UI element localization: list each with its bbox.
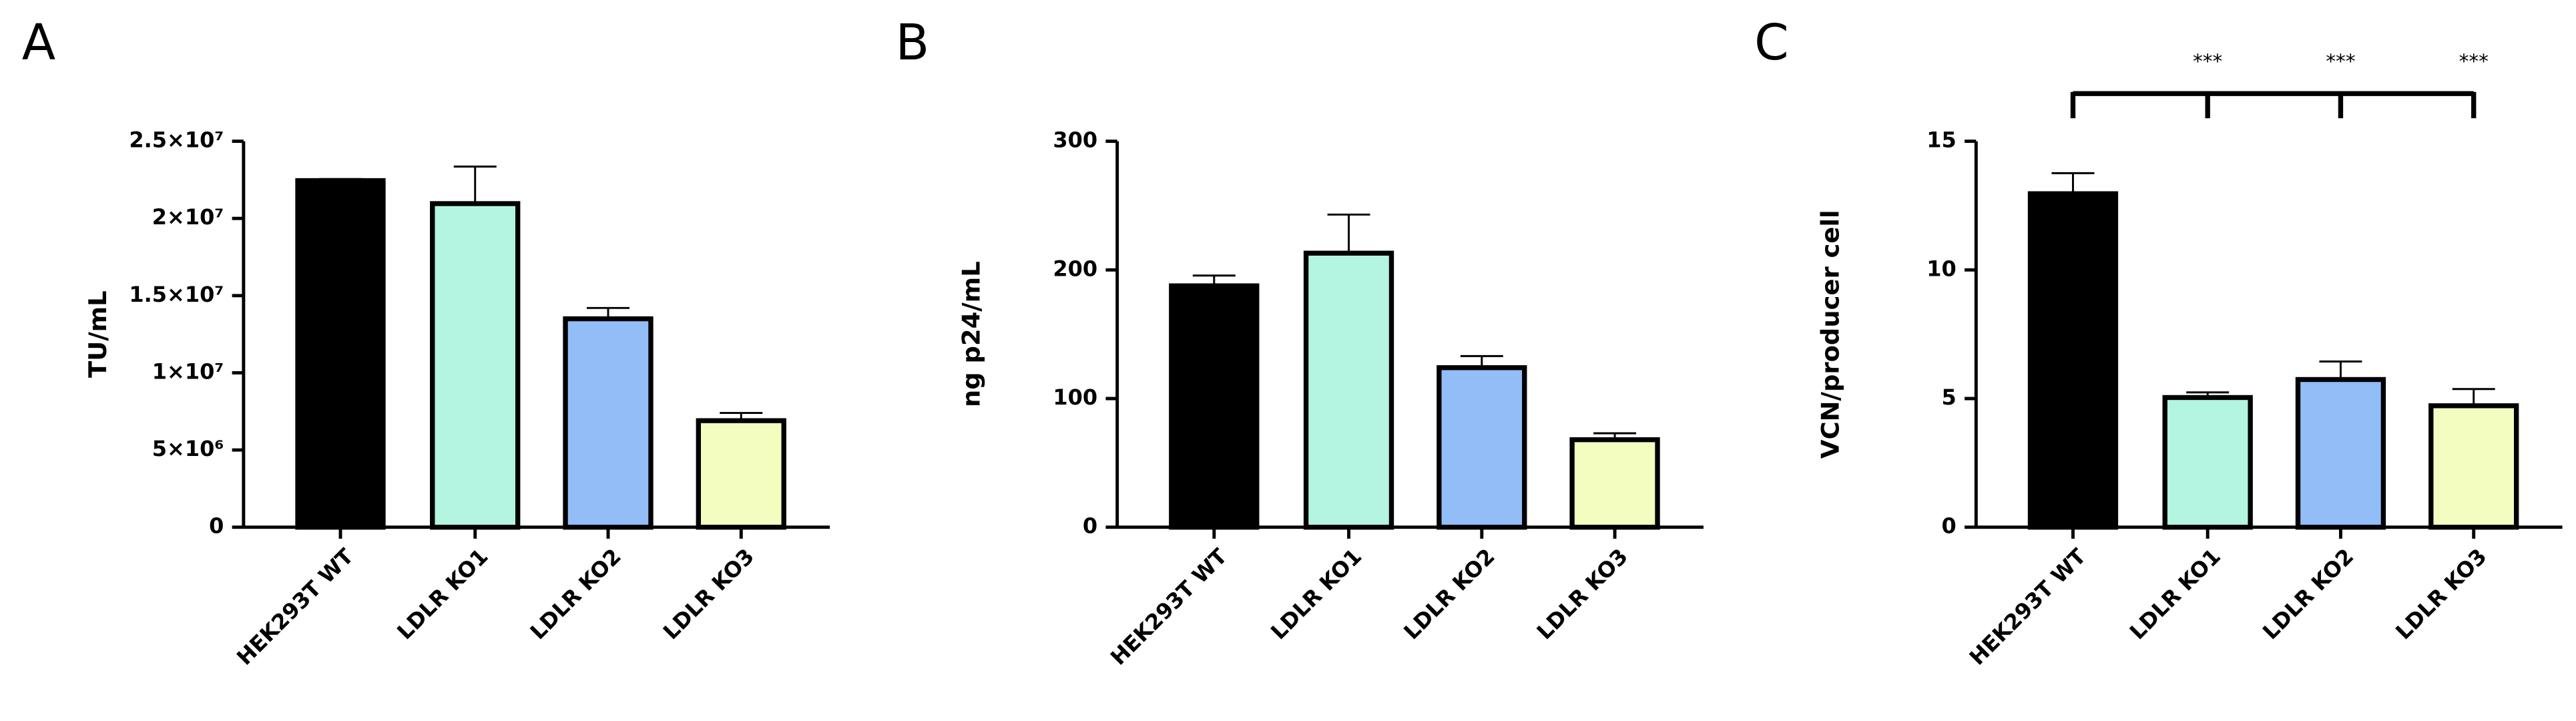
bar xyxy=(696,418,786,530)
y-axis-label: TU/mL xyxy=(83,290,112,378)
y-tick-label: 5 xyxy=(1942,385,1957,410)
x-tick-label: LDLR KO1 xyxy=(392,543,493,644)
y-tick-label: 1.5×10⁷ xyxy=(129,282,224,307)
x-tick-label: LDLR KO2 xyxy=(2258,543,2358,644)
panel-label: C xyxy=(1754,14,1789,71)
bar xyxy=(2295,377,2386,530)
panel-label: B xyxy=(896,14,930,71)
significance-label: *** xyxy=(2326,50,2355,73)
bar xyxy=(2027,191,2119,530)
x-tick-label: LDLR KO3 xyxy=(658,543,759,644)
x-tick-label: LDLR KO1 xyxy=(2125,543,2226,644)
y-tick-label: 100 xyxy=(1053,385,1097,410)
x-tick-label: LDLR KO1 xyxy=(1266,543,1366,644)
x-tick-label: HEK293T WT xyxy=(1965,543,2091,670)
y-tick-label: 200 xyxy=(1053,256,1097,281)
x-tick-label: LDLR KO2 xyxy=(525,543,626,644)
bar xyxy=(1169,283,1260,530)
y-tick-label: 0 xyxy=(209,513,224,539)
bar xyxy=(1569,437,1660,530)
bar xyxy=(295,178,386,530)
significance-label: *** xyxy=(2459,50,2489,73)
y-tick-label: 0 xyxy=(1942,513,1957,539)
y-tick-label: 0 xyxy=(1083,513,1097,539)
x-tick-label: HEK293T WT xyxy=(232,543,358,670)
y-axis-label: VCN/producer cell xyxy=(1816,210,1844,459)
y-tick-label: 1×10⁷ xyxy=(152,358,224,384)
y-tick-label: 10 xyxy=(1926,256,1957,281)
y-axis-label: ng p24/mL xyxy=(957,261,986,407)
bar xyxy=(1437,365,1527,530)
x-tick-label: LDLR KO3 xyxy=(1532,543,1633,644)
y-tick-label: 2.5×10⁷ xyxy=(129,128,224,153)
y-tick-label: 5×10⁶ xyxy=(152,436,224,461)
bar xyxy=(430,201,521,530)
x-tick-label: HEK293T WT xyxy=(1105,543,1232,670)
x-tick-label: LDLR KO3 xyxy=(2390,543,2491,644)
y-tick-label: 2×10⁷ xyxy=(152,204,224,230)
bar xyxy=(1303,250,1394,530)
significance-label: *** xyxy=(2193,50,2222,73)
x-tick-label: LDLR KO2 xyxy=(1398,543,1499,644)
panel-label: A xyxy=(22,14,55,71)
y-tick-label: 300 xyxy=(1053,128,1097,153)
bar xyxy=(2428,403,2519,530)
bar xyxy=(563,316,654,530)
y-tick-label: 15 xyxy=(1926,128,1957,153)
bar xyxy=(2162,395,2253,530)
